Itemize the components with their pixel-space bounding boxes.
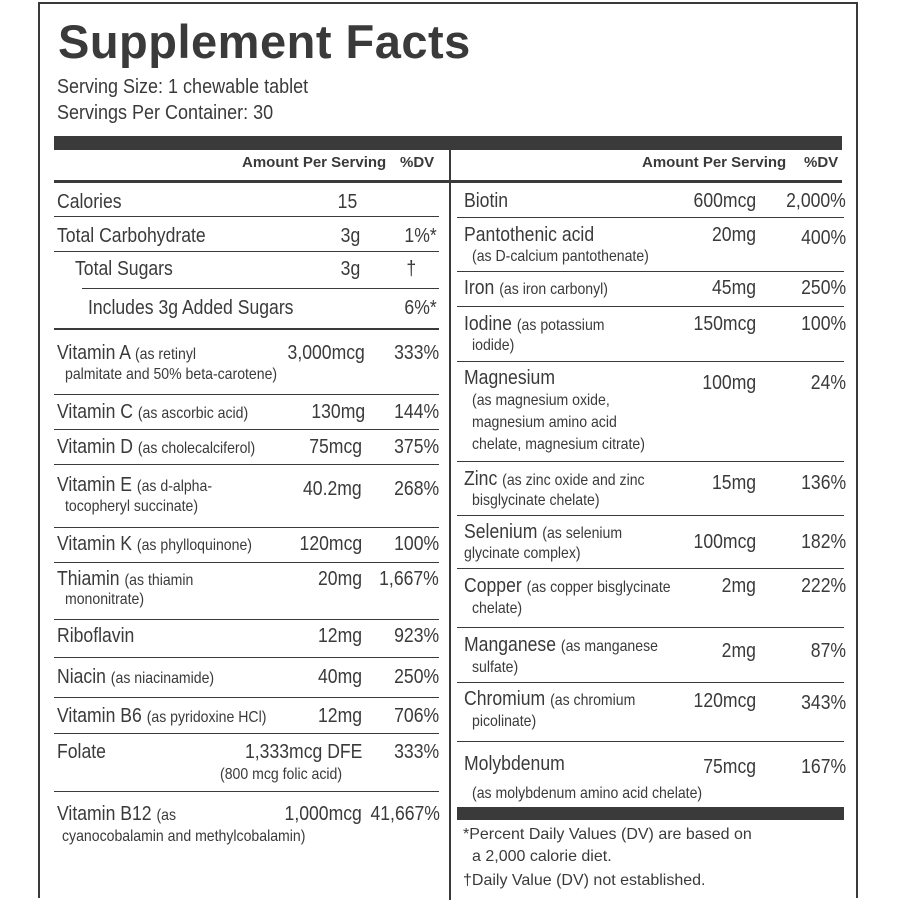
nutrient-name: Manganese (as manganese [464,634,658,656]
nutrient-name: Magnesium [464,367,555,389]
right-amount-header: Amount Per Serving [642,154,787,171]
nutrient-name: Vitamin A (as retinyl [57,342,196,364]
nutrient-amount: 1,333mcg DFE [244,741,362,763]
nutrient-name: Vitamin D (as cholecalciferol) [57,436,256,458]
nutrient-name: Vitamin B12 (as [57,803,177,825]
nutrient-dv: 923% [393,625,439,647]
nutrient-amount: 75mcg [309,436,362,458]
nutrient-dv: 268% [393,478,439,500]
nutrient-dv: † [406,258,416,280]
nutrient-amount: 15 [337,191,357,213]
nutrient-name: Zinc (as zinc oxide and zinc [464,468,645,490]
nutrient-name: Copper (as copper bisglycinate [464,575,671,597]
nutrient-name: Vitamin C (as ascorbic acid) [57,401,249,423]
nutrient-dv: 333% [393,342,439,364]
nutrient-dv: 400% [800,227,846,249]
nutrient-dv: 136% [800,472,846,494]
nutrient-amount: 1,000mcg [284,803,362,825]
nutrient-dv: 1%* [404,225,437,247]
nutrient-dv: 250% [800,277,846,299]
nutrient-dv: 6%* [404,297,437,319]
divider [451,180,842,183]
nutrient-dv: 222% [800,575,846,597]
nutrient-name: Thiamin (as thiamin [57,568,194,590]
left-amount-header: Amount Per Serving [242,154,387,171]
nutrient-amount: 100mg [702,372,756,394]
nutrient-name: Selenium (as selenium [464,521,623,543]
nutrient-dv: 100% [800,313,846,335]
nutrient-amount: 20mg [317,568,362,590]
left-dv-header: %DV [400,154,435,171]
nutrient-name: Biotin [464,190,509,212]
nutrient-name: Pantothenic acid [464,224,595,246]
nutrient-dv: 2,000% [786,190,846,212]
nutrient-name: Vitamin B6 (as pyridoxine HCl) [57,705,267,727]
nutrient-amount: 45mg [711,277,756,299]
footer-bar [457,807,844,820]
nutrient-dv: 1,667% [379,568,439,590]
nutrient-amount: 3g [340,258,360,280]
nutrient-amount: 130mg [311,401,365,423]
header-bar [54,136,842,150]
nutrient-amount: 3g [340,225,360,247]
nutrient-dv: 706% [393,705,439,727]
nutrient-dv: 375% [393,436,439,458]
nutrient-amount: 2mg [721,575,756,597]
nutrient-dv: 167% [800,756,846,778]
nutrient-name: Iodine (as potassium [464,313,605,335]
nutrient-amount: 3,000mcg [287,342,365,364]
nutrient-amount: 120mcg [299,533,362,555]
nutrient-dv: 24% [810,372,846,394]
nutrient-dv: 41,667% [370,803,440,825]
servings-per-container: Servings Per Container: 30 [57,102,274,124]
nutrient-amount: 20mg [711,224,756,246]
supplement-facts-panel [38,2,858,898]
nutrient-amount: 12mg [317,705,362,727]
nutrient-amount: 600mcg [693,190,756,212]
nutrient-dv: 144% [393,401,439,423]
nutrient-dv: 343% [800,692,846,714]
nutrient-amount: 12mg [317,625,362,647]
nutrient-name: Total Carbohydrate [57,225,206,247]
nutrient-name: Iron (as iron carbonyl) [464,277,609,299]
column-divider [449,150,451,900]
nutrient-dv: 87% [810,640,846,662]
nutrient-amount: 15mg [711,472,756,494]
right-dv-header: %DV [804,154,839,171]
nutrient-dv: 333% [393,741,439,763]
nutrient-name: Vitamin E (as d-alpha- [57,474,213,496]
nutrient-dv: 100% [393,533,439,555]
nutrient-amount: 100mcg [693,531,756,553]
nutrient-name: Total Sugars [75,258,173,280]
panel-title: Supplement Facts [58,15,471,68]
nutrient-amount: 120mcg [693,690,756,712]
nutrient-name: Includes 3g Added Sugars [88,297,294,319]
nutrient-amount: 40mg [317,666,362,688]
footnote-dv-2: a 2,000 calorie diet. [472,848,612,865]
nutrient-amount: 150mcg [693,313,756,335]
nutrient-name: Riboflavin [57,625,135,647]
divider [54,180,449,183]
nutrient-amount: 75mcg [703,756,756,778]
nutrient-name: Folate [57,741,106,763]
nutrient-name: Calories [57,191,122,213]
nutrient-amount: 40.2mg [303,478,362,500]
nutrient-amount: 2mg [721,640,756,662]
nutrient-name: Molybdenum [464,753,565,775]
nutrient-name: Niacin (as niacinamide) [57,666,215,688]
nutrient-dv: 182% [800,531,846,553]
footnote-dagger: †Daily Value (DV) not established. [463,872,706,889]
footnote-dv: *Percent Daily Values (DV) are based on [463,826,752,843]
nutrient-name: Vitamin K (as phylloquinone) [57,533,252,555]
nutrient-dv: 250% [393,666,439,688]
serving-size: Serving Size: 1 chewable tablet [57,76,309,98]
nutrient-name: Chromium (as chromium [464,688,636,710]
